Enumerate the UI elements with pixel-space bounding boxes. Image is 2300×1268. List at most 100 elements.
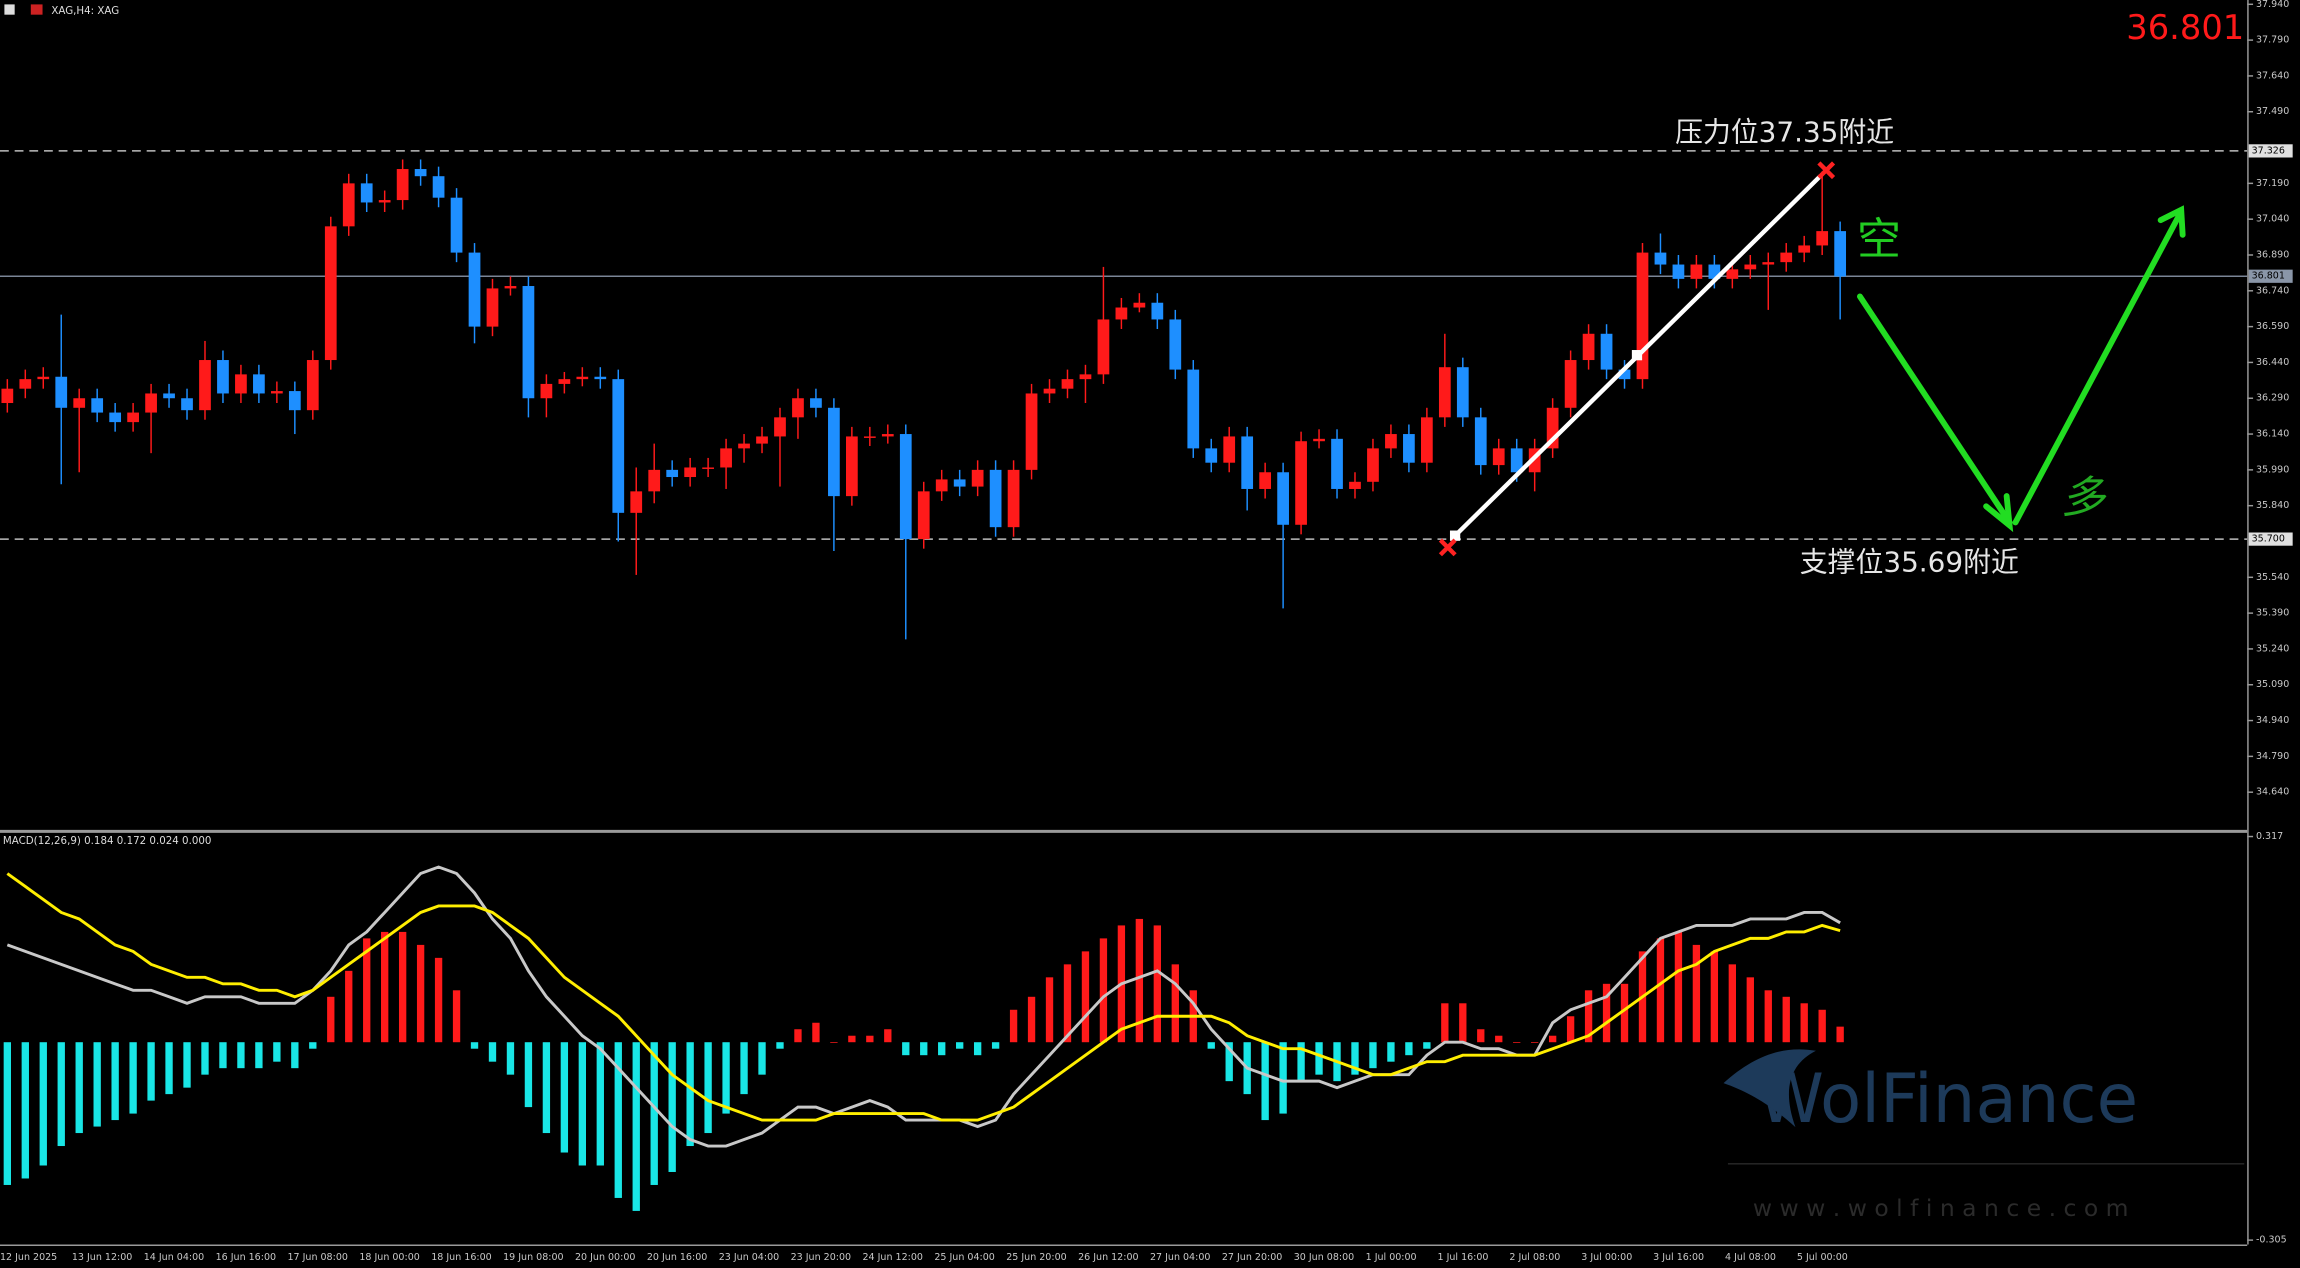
candle-body (1438, 367, 1451, 418)
candle-body (1331, 438, 1343, 489)
macd-bar (991, 1042, 1000, 1049)
x-tick-label: 18 Jun 16:00 (431, 1252, 491, 1263)
trend-handle (1631, 350, 1643, 361)
candle-body (1043, 388, 1056, 394)
short-note: 空 (1857, 214, 1901, 265)
candle-body (828, 407, 840, 497)
candle-body (450, 197, 463, 253)
x-tick-label: 3 Jul 00:00 (1581, 1252, 1632, 1263)
x-tick-label: 23 Jun 20:00 (791, 1252, 851, 1263)
y-tick-label: 35.990 (2256, 464, 2289, 475)
macd-bar (722, 1042, 730, 1114)
y-tick-label: 35.240 (2256, 643, 2289, 654)
macd-bar (381, 931, 389, 1043)
candle-body (1223, 436, 1236, 463)
macd-bar (1099, 938, 1108, 1043)
macd-bar (1009, 1009, 1018, 1043)
x-tick-label: 25 Jun 04:00 (934, 1252, 994, 1263)
x-tick-label: 2 Jul 08:00 (1509, 1252, 1560, 1263)
macd-bar (1225, 1042, 1233, 1082)
y-tick-label: 37.190 (2256, 178, 2289, 189)
candle-body (324, 226, 337, 361)
macd-bar (345, 970, 353, 1043)
candle-body (1474, 417, 1487, 466)
macd-bar (614, 1042, 622, 1198)
macd-bar (1261, 1042, 1269, 1121)
x-tick-label: 25 Jun 20:00 (1006, 1252, 1066, 1263)
candle-body (1726, 269, 1739, 279)
candle-body (863, 436, 876, 438)
x-tick-label: 30 Jun 08:00 (1294, 1252, 1354, 1263)
candle-body (109, 412, 122, 423)
candle-body (917, 491, 930, 540)
macd-bar (1728, 964, 1737, 1043)
macd-bar (1566, 1016, 1575, 1043)
y-tick-label: 37.640 (2256, 70, 2289, 81)
x-tick-label: 16 Jun 16:00 (216, 1252, 276, 1263)
macd-bar (129, 1042, 137, 1114)
x-tick-label: 23 Jun 04:00 (719, 1252, 779, 1263)
y-tick-label: 35.090 (2256, 679, 2289, 690)
candle-body (558, 379, 571, 384)
candle-body (792, 398, 804, 418)
candle-body (1600, 333, 1613, 370)
candle-body (648, 469, 661, 492)
candle-body (1582, 333, 1595, 361)
macd-bar (884, 1029, 892, 1043)
macd-bar (902, 1042, 910, 1056)
macd-bar (3, 1042, 12, 1185)
candle-body (935, 479, 948, 492)
candle-body (1349, 481, 1361, 489)
candle-body (1241, 436, 1254, 489)
macd-bar (1351, 1042, 1359, 1075)
macd-bar (363, 938, 371, 1043)
macd-bar (1764, 990, 1772, 1043)
macd-bar (327, 996, 335, 1043)
candle-body (1025, 393, 1038, 470)
candle-body (522, 286, 535, 399)
candle-body (720, 448, 732, 468)
macd-bar (1315, 1042, 1323, 1075)
candle-body (181, 398, 193, 411)
candle-body (1690, 264, 1703, 279)
macd-bar (237, 1042, 245, 1069)
candle-body (1079, 374, 1092, 380)
candle-body (971, 469, 984, 487)
y-tick-label: 35.840 (2256, 500, 2289, 511)
macd-bar (1405, 1042, 1413, 1056)
candle-body (1564, 360, 1577, 408)
candle-body (378, 200, 391, 203)
macd-bar (686, 1042, 694, 1147)
macd-bar (309, 1042, 317, 1049)
macd-bar (596, 1042, 604, 1166)
macd-bar (830, 1042, 838, 1043)
y-tick-label: 36.740 (2256, 285, 2289, 296)
macd-bar (740, 1042, 748, 1095)
candle-body (1205, 448, 1218, 463)
x-tick-label: 27 Jun 04:00 (1150, 1252, 1210, 1263)
candle-body (288, 391, 301, 411)
x-tick-label: 24 Jun 12:00 (863, 1252, 923, 1263)
macd-bar (1297, 1042, 1305, 1082)
macd-bar (470, 1042, 479, 1049)
candle-body (1510, 448, 1523, 473)
candle-body (1, 388, 14, 404)
candle-body (73, 398, 86, 408)
macd-bar (1423, 1042, 1431, 1049)
macd-bar (1656, 938, 1665, 1043)
macd-bar (57, 1042, 65, 1147)
watermark-url: w w w . w o l f i n a n c e . c o m (1753, 1194, 2129, 1222)
candle-body (1636, 252, 1649, 380)
candle-body (1097, 319, 1110, 375)
macd-bar (1171, 964, 1179, 1043)
y-tick-label: 36.890 (2256, 249, 2289, 260)
macd-bar (668, 1042, 676, 1172)
y-tick-label: 37.040 (2256, 214, 2289, 225)
macd-title: MACD(12,26,9) 0.184 0.172 0.024 0.000 (3, 835, 212, 847)
macd-bar (1045, 977, 1054, 1043)
candle-body (253, 374, 265, 394)
candle-body (1780, 252, 1793, 263)
candle-body (1672, 264, 1685, 279)
